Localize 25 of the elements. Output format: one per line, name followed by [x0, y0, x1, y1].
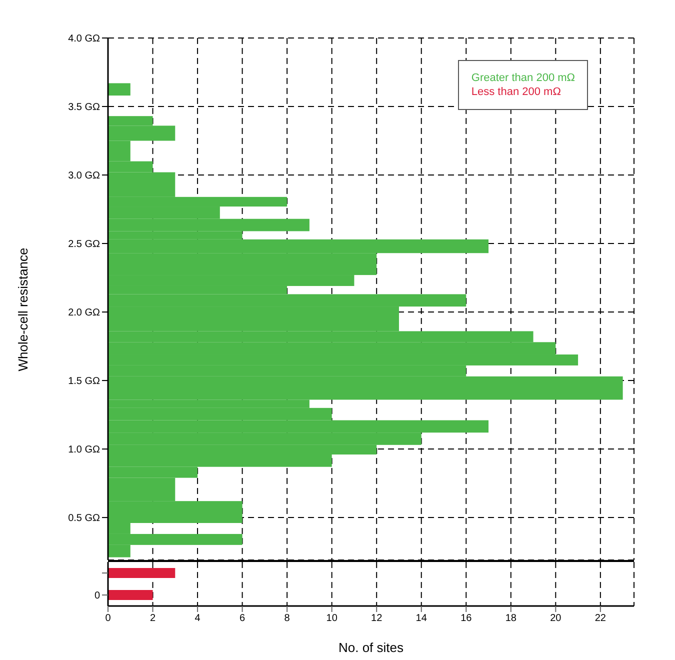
x-axis-title: No. of sites [338, 640, 404, 655]
x-tick-label: 8 [284, 613, 290, 624]
y-tick-label: 3.0 GΩ [68, 170, 101, 182]
x-tick-label: 0 [105, 613, 112, 624]
y-tick-label: 0 [94, 590, 100, 602]
y-tick-label: 0.5 GΩ [68, 513, 101, 524]
x-tick-label: 14 [416, 613, 428, 624]
y-tick-label: 4.0 GΩ [68, 34, 101, 45]
y-tick-label: 1.0 GΩ [68, 444, 101, 456]
x-tick-label: 18 [505, 613, 517, 624]
y-tick-label: 2.0 GΩ [68, 308, 101, 319]
x-tick-label: 12 [371, 613, 383, 624]
y-axis-title: Whole-cell resistance [16, 247, 31, 371]
y-tick-label: 2.5 GΩ [68, 239, 101, 250]
y-tick-label: 3.5 GΩ [68, 102, 101, 114]
text: Less than 200 mΩ [471, 85, 562, 99]
x-tick-label: 20 [550, 613, 562, 624]
x-tick-label: 22 [594, 613, 606, 624]
y-tick-label: 1.5 GΩ [68, 376, 101, 388]
x-tick-label: 10 [326, 613, 338, 624]
x-tick-label: 6 [240, 613, 246, 624]
x-tick-label: 4 [194, 613, 201, 624]
x-tick-label: 2 [150, 613, 156, 624]
text: Greater than 200 mΩ [471, 71, 575, 85]
x-tick-label: 16 [460, 613, 472, 624]
